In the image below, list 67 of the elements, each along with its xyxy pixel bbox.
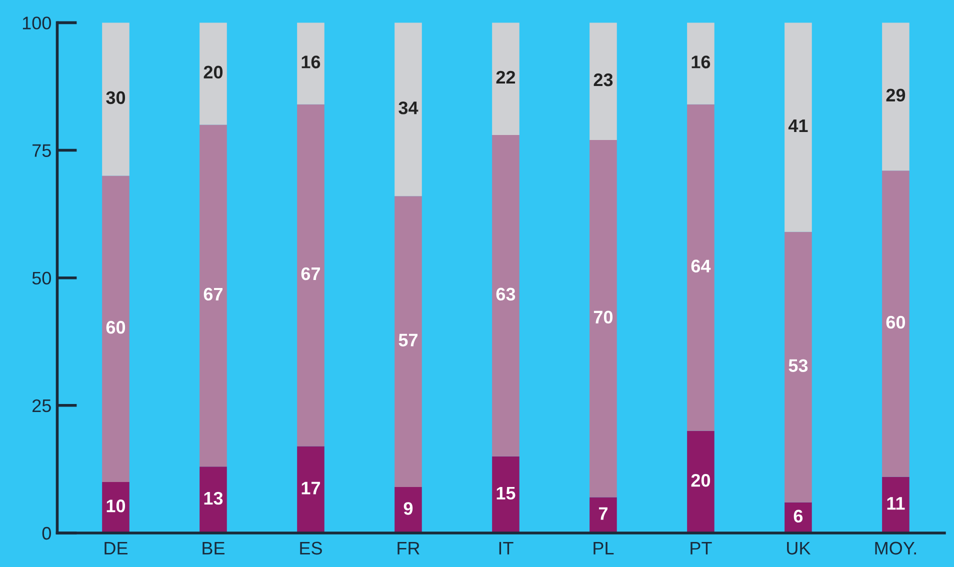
data-label: 41 (788, 120, 808, 132)
data-label: 20 (204, 66, 223, 79)
data-label: 57 (398, 334, 418, 346)
y-tick-label: 75 (32, 144, 51, 157)
bar (102, 482, 130, 533)
data-label: 60 (106, 320, 126, 334)
bar (394, 22, 422, 196)
data-label: 53 (788, 359, 808, 372)
bar (492, 456, 520, 533)
x-tick-label: UK (787, 542, 811, 555)
bar (102, 176, 130, 482)
data-label: 7 (598, 507, 608, 520)
x-tick-label: BE (202, 542, 224, 554)
bar (102, 22, 130, 176)
data-label: 60 (886, 316, 906, 329)
data-label: 67 (204, 288, 222, 301)
bar (590, 22, 617, 140)
data-label: 30 (106, 91, 126, 104)
bar (492, 22, 520, 135)
y-tick-label: 0 (42, 526, 51, 540)
bar (882, 476, 910, 533)
data-label: 11 (887, 497, 905, 510)
bar (590, 497, 617, 533)
bar (784, 232, 812, 502)
data-label: 17 (302, 482, 320, 494)
x-tick-label: PT (690, 542, 712, 554)
bar (882, 170, 910, 477)
x-tick-label: MOY. (875, 542, 916, 555)
data-label: 15 (496, 486, 516, 500)
bar (297, 446, 324, 533)
bar (687, 104, 714, 431)
data-label: 67 (301, 267, 320, 280)
bar (784, 22, 812, 232)
bar (200, 466, 227, 533)
bar (687, 22, 714, 104)
bar (297, 22, 324, 104)
data-label: 63 (496, 288, 516, 301)
data-label: 20 (691, 474, 710, 487)
x-tick-label: FR (398, 542, 420, 554)
x-tick-label: DE (104, 542, 128, 554)
data-label: 64 (691, 260, 711, 272)
y-tick-label: 50 (32, 272, 51, 285)
x-tick-label: IT (499, 542, 514, 554)
bar (394, 487, 422, 533)
data-label: 16 (692, 56, 710, 68)
y-tick-label: 25 (32, 399, 51, 412)
bar (297, 104, 324, 446)
data-label: 6 (794, 510, 803, 523)
bar (200, 124, 227, 467)
bar (687, 430, 714, 533)
bar (882, 22, 910, 171)
data-label: 23 (594, 73, 613, 86)
data-label: 22 (496, 70, 516, 84)
data-label: 9 (404, 502, 413, 515)
bar (394, 196, 422, 488)
bar (200, 22, 227, 125)
y-tick-label: 100 (22, 16, 51, 30)
data-label: 34 (398, 101, 418, 114)
x-tick-label: ES (300, 542, 322, 555)
x-tick-label: PL (594, 542, 614, 554)
data-label: 70 (594, 310, 613, 324)
data-label: 13 (204, 492, 223, 505)
data-label: 10 (106, 500, 126, 512)
data-label: 16 (302, 56, 320, 68)
bar (492, 134, 520, 456)
data-label: 29 (886, 88, 906, 102)
bar (590, 140, 617, 498)
